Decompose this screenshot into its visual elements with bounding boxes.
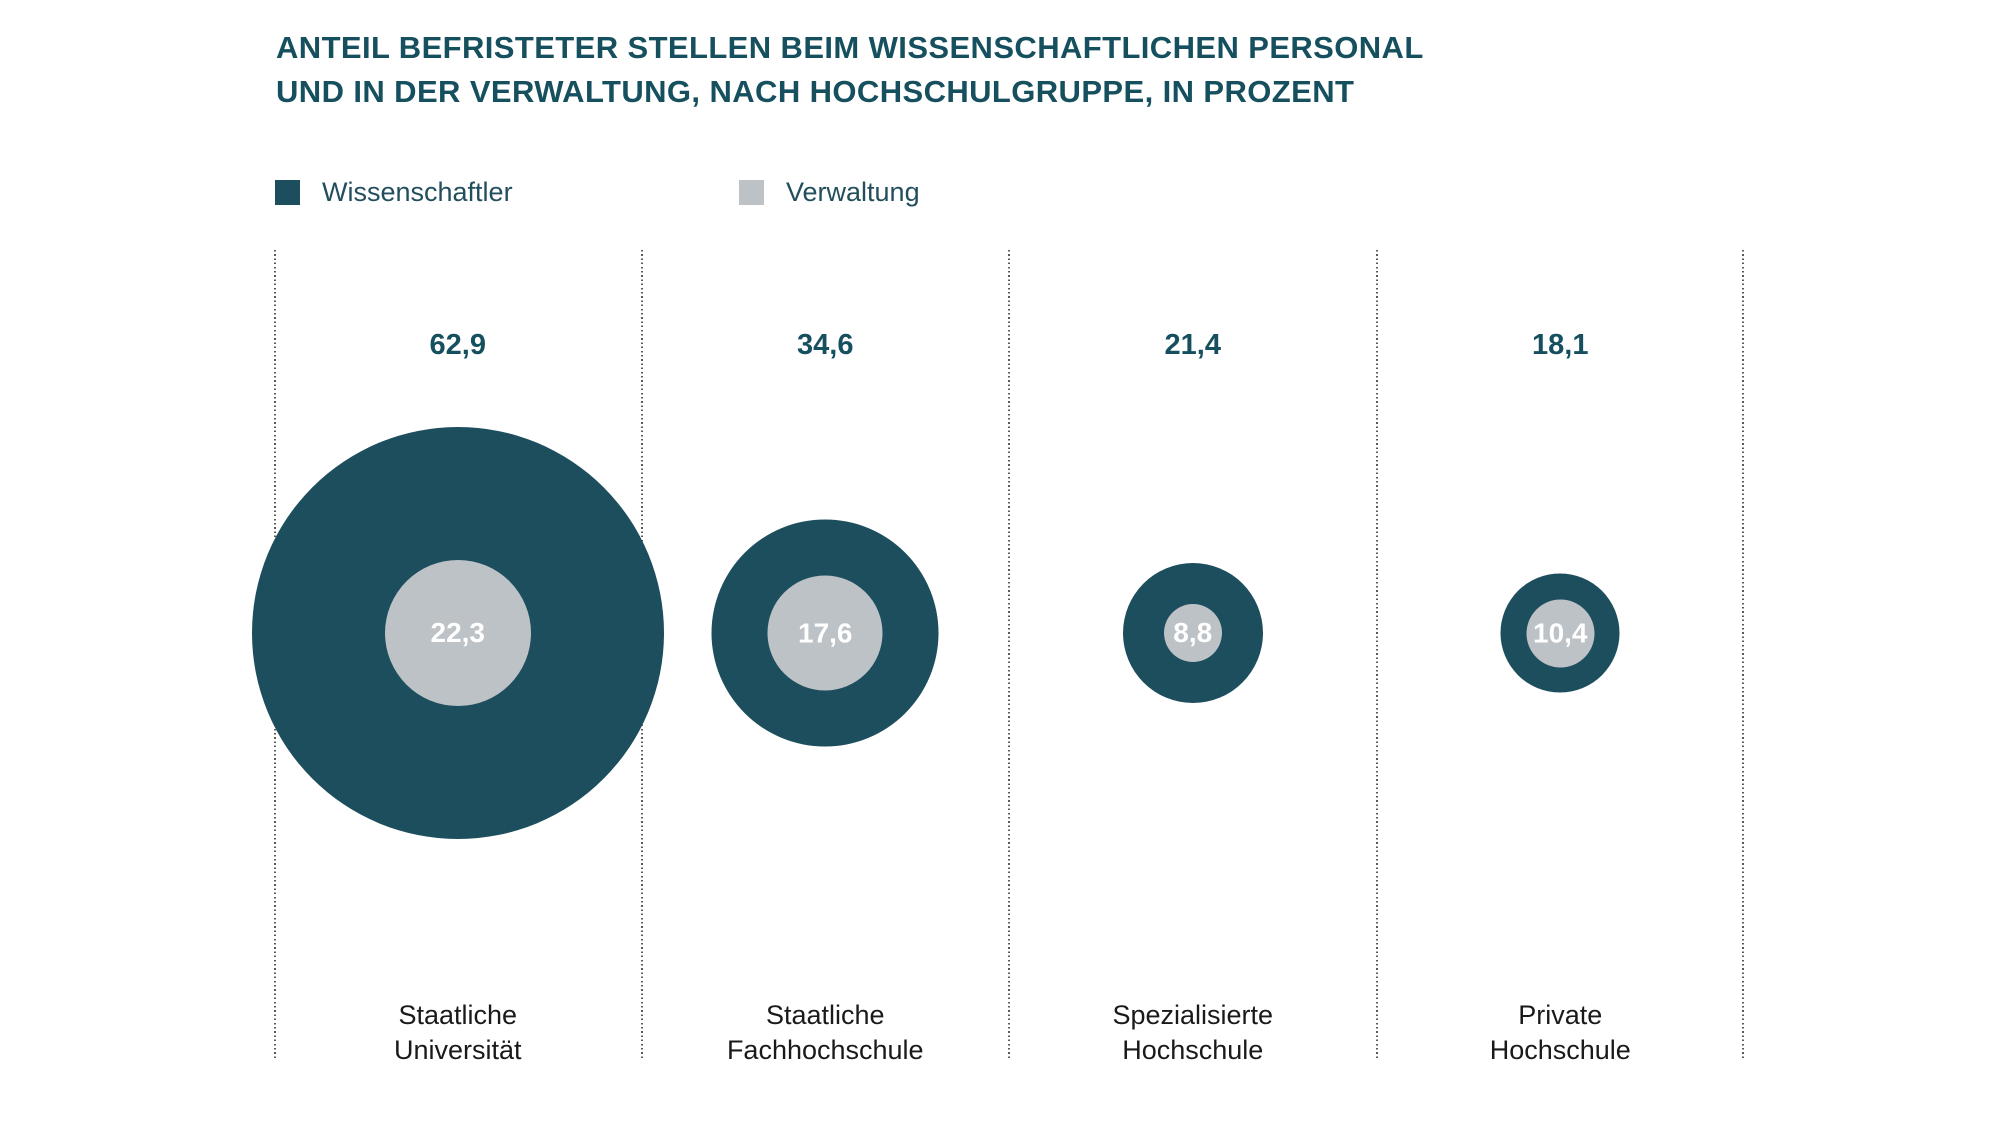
column-separator xyxy=(1375,250,1378,1060)
bubble-group: 17,6 xyxy=(711,519,939,747)
category-label-line1: Staatliche xyxy=(765,1000,885,1030)
bubble-group: 22,3 xyxy=(251,427,664,839)
inner-value-label: 17,6 xyxy=(798,617,853,648)
category-label: Spezialisierte Hochschule xyxy=(1009,998,1377,1068)
legend-label-wissenschaftler: Wissenschaftler xyxy=(322,176,513,207)
chart-title: ANTEIL BEFRISTETER STELLEN BEIM WISSENSC… xyxy=(276,26,1424,114)
column-staatliche-universitaet: 62,9 22,3 Staatliche Universität xyxy=(251,250,664,1065)
inner-value-label: 8,8 xyxy=(1173,617,1213,648)
column-staatliche-fachhochschule: 34,6 17,6 Staatliche Fachhochschule xyxy=(642,250,1010,1065)
chart-title-line1: ANTEIL BEFRISTETER STELLEN BEIM WISSENSC… xyxy=(276,30,1424,65)
bubble-verwaltung: 8,8 xyxy=(1163,604,1222,662)
category-label-line2: Universität xyxy=(393,1035,522,1065)
outer-value-label: 62,9 xyxy=(429,329,486,361)
legend-item-wissenschaftler: Wissenschaftler xyxy=(275,176,513,207)
category-label-line1: Spezialisierte xyxy=(1112,1000,1274,1030)
outer-value-label: 21,4 xyxy=(1164,329,1221,361)
category-label-line2: Fachhochschule xyxy=(726,1035,924,1065)
column-separator xyxy=(1008,250,1010,1060)
chart-title-line2: UND IN DER VERWALTUNG, NACH HOCHSCHULGRU… xyxy=(276,74,1355,109)
category-label: Staatliche Universität xyxy=(274,998,642,1068)
bubble-verwaltung: 17,6 xyxy=(767,575,883,691)
bubble-wissenschaftler: 10,4 xyxy=(1500,573,1620,693)
column-spezialisierte-hochschule: 21,4 8,8 Spezialisierte Hochschule xyxy=(1009,250,1377,1065)
category-label-line2: Hochschule xyxy=(1122,1035,1264,1065)
inner-value-label: 22,3 xyxy=(430,617,486,648)
bubble-group: 8,8 xyxy=(1122,563,1263,703)
legend-swatch-wissenschaftler-icon xyxy=(275,179,300,205)
column-private-hochschule: 18,1 10,4 Private Hochschule xyxy=(1377,250,1745,1065)
bubble-verwaltung: 22,3 xyxy=(384,560,531,706)
category-label: Staatliche Fachhochschule xyxy=(642,998,1010,1068)
bubble-wissenschaftler: 17,6 xyxy=(711,519,939,747)
bubble-chart: 62,9 22,3 Staatliche Universität 34,6 17… xyxy=(251,250,1745,1065)
category-label-line1: Private xyxy=(1518,1000,1603,1030)
bubble-wissenschaftler: 8,8 xyxy=(1122,563,1263,703)
bubble-wissenschaftler: 22,3 xyxy=(251,427,664,839)
legend-label-verwaltung: Verwaltung xyxy=(786,176,920,207)
bubble-group: 10,4 xyxy=(1500,573,1620,693)
category-label-line2: Hochschule xyxy=(1489,1035,1631,1065)
category-label: Private Hochschule xyxy=(1377,998,1745,1068)
outer-value-label: 34,6 xyxy=(797,329,854,361)
column-separator xyxy=(1742,250,1744,1060)
legend-swatch-verwaltung-icon xyxy=(739,179,764,205)
bubble-verwaltung: 10,4 xyxy=(1526,599,1595,667)
legend-item-verwaltung: Verwaltung xyxy=(739,176,920,207)
inner-value-label: 10,4 xyxy=(1533,617,1588,648)
outer-value-label: 18,1 xyxy=(1532,329,1589,361)
category-label-line1: Staatliche xyxy=(398,1000,518,1030)
